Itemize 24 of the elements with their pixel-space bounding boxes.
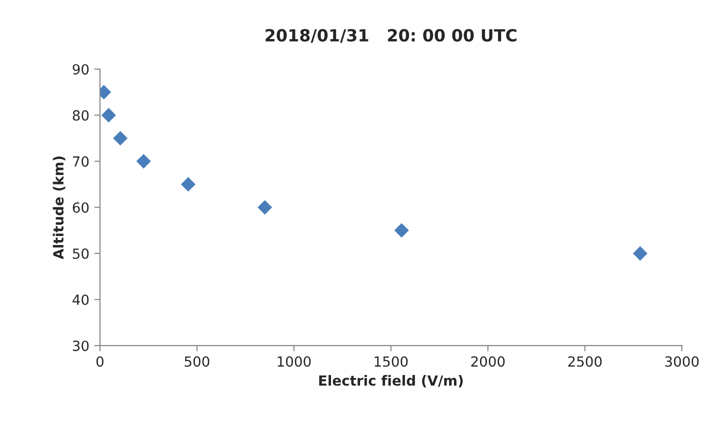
y-tick-label: 80 [72, 110, 89, 121]
y-tick-label: 40 [72, 294, 89, 305]
point [394, 223, 409, 238]
y-tick-label: 90 [72, 64, 89, 75]
x-tick-label: 1500 [374, 356, 408, 367]
point [136, 154, 151, 169]
x-tick-label: 2500 [568, 356, 602, 367]
x-axis-title: Electric field (V/m) [319, 375, 463, 388]
x-tick-label: 0 [96, 356, 104, 367]
point [101, 108, 116, 122]
point [632, 246, 648, 261]
y-tick-label: 50 [72, 248, 89, 259]
y-axis-title: Altitude (km) [52, 156, 66, 260]
point [258, 200, 272, 215]
y-tick-label: 30 [72, 340, 89, 352]
y-tick-label: 70 [73, 156, 89, 167]
y-tick-label: 60 [72, 202, 89, 213]
point [113, 130, 128, 146]
x-tick-label: 1000 [278, 356, 311, 367]
x-tick-label: 2000 [471, 356, 505, 367]
x-tick-label: 3000 [665, 356, 699, 367]
point [180, 177, 196, 192]
x-tick-label: 500 [184, 356, 210, 367]
chart-title: 2018/01/31 20: 00 00 UTC [266, 28, 516, 43]
